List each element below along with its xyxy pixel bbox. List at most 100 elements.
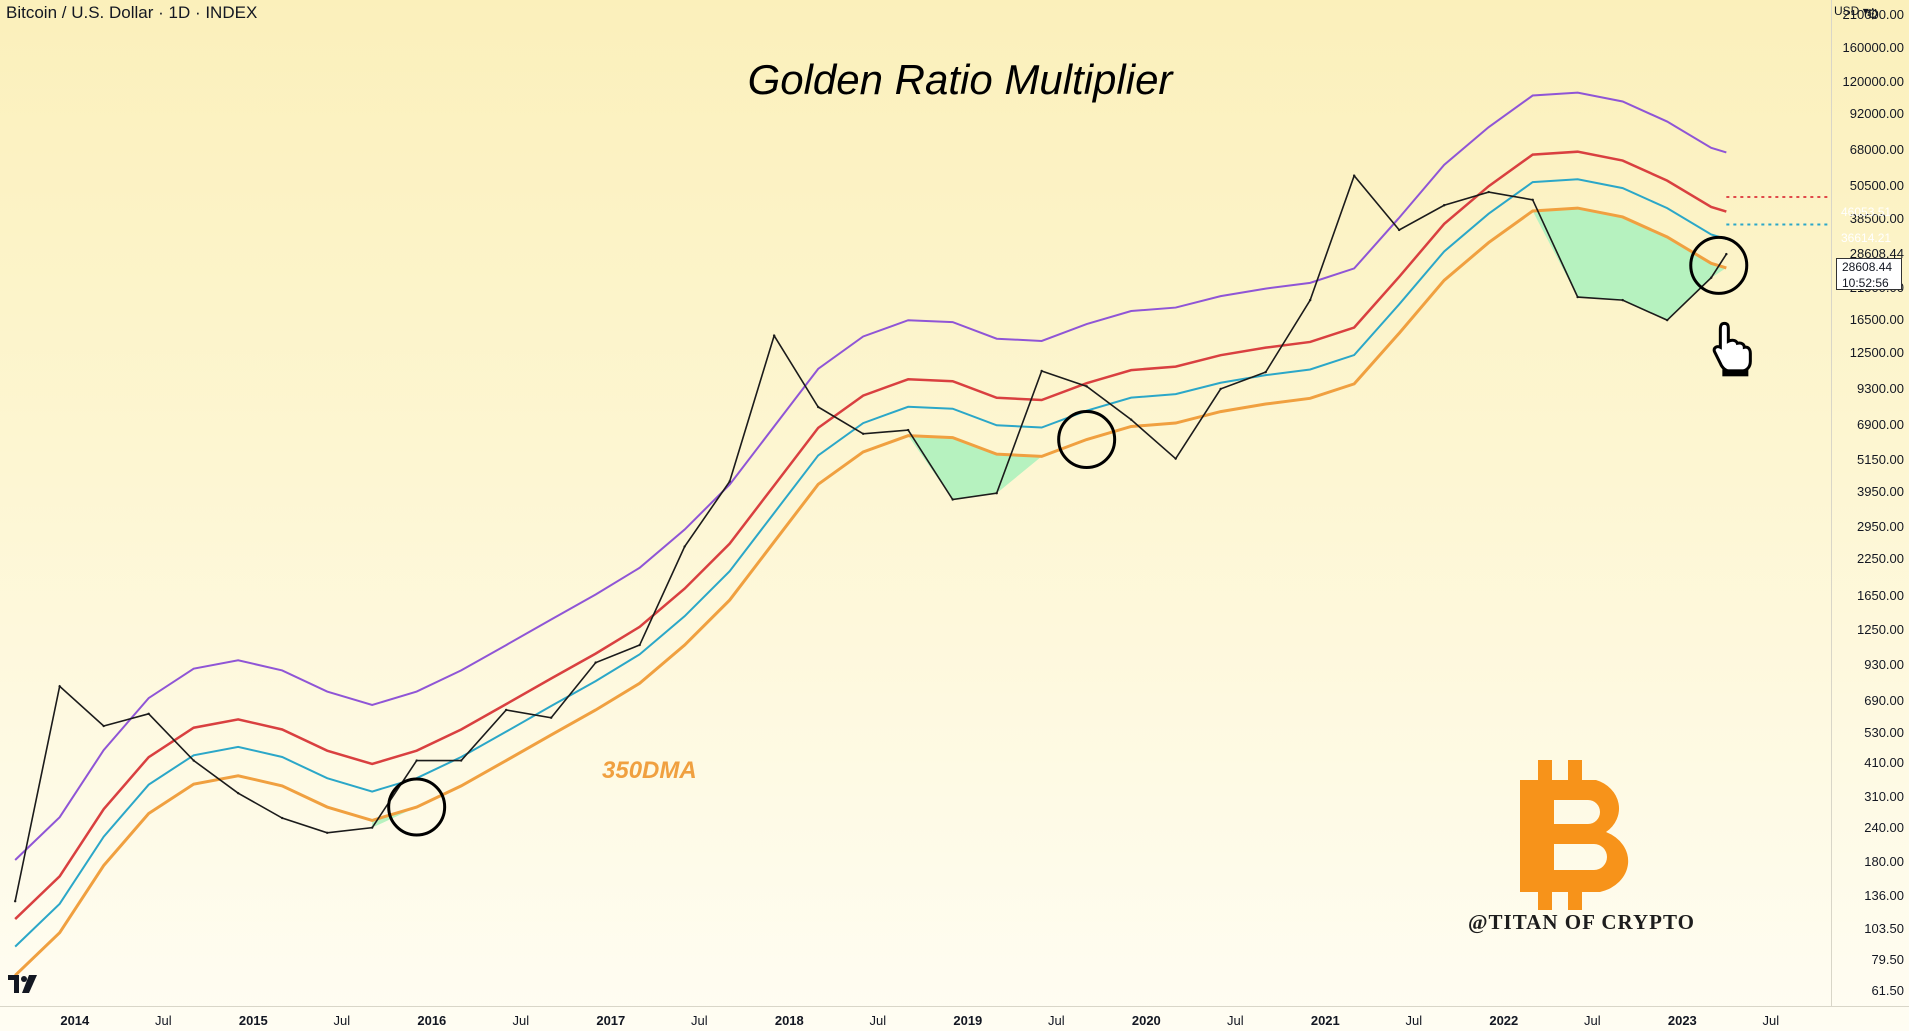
time-tick: Jul	[155, 1013, 172, 1028]
price-point	[728, 480, 731, 483]
price-tick: 92000.00	[1849, 106, 1904, 121]
price-tick: 1650.00	[1857, 588, 1904, 604]
time-tick: Jul	[512, 1013, 530, 1028]
price-point	[1576, 295, 1579, 299]
price-point	[370, 826, 374, 829]
time-tick: Jul	[691, 1013, 708, 1028]
time-tick: 2018	[774, 1013, 804, 1028]
time-tick: Jul	[1584, 1013, 1601, 1028]
price-tick: 180.00	[1864, 854, 1904, 870]
price-point	[13, 900, 17, 903]
price-plot[interactable]	[0, 0, 1831, 1006]
price-point	[504, 708, 508, 712]
price-point	[280, 816, 284, 820]
price-tick: 12500.00	[1849, 345, 1904, 361]
bar-countdown: 10:52:56	[1842, 276, 1889, 290]
price-point	[1487, 190, 1490, 194]
price-tick: 103.50	[1864, 920, 1904, 936]
price-point	[147, 712, 150, 716]
price-point	[1709, 276, 1713, 279]
price-tick: 136.00	[1864, 887, 1904, 903]
time-tick: 2016	[417, 1013, 447, 1028]
price-point	[459, 759, 463, 762]
reclaim-circle-2	[1057, 410, 1117, 470]
price-tick: 160000.00	[1842, 39, 1904, 55]
price-tick: 310.00	[1864, 788, 1904, 804]
price-point	[1665, 318, 1669, 322]
price-point	[1442, 204, 1446, 207]
time-tick: 2017	[596, 1013, 626, 1028]
settings-gear-icon[interactable]: ⚙	[1866, 6, 1880, 23]
price-tick: 6900.00	[1857, 416, 1904, 432]
price-point	[1531, 198, 1534, 201]
time-tick: 2020	[1131, 1013, 1161, 1028]
price-tick: 16500.00	[1849, 312, 1904, 328]
reclaim-circle-3	[1689, 235, 1749, 295]
price-point	[415, 759, 418, 762]
price-tick: 3950.00	[1857, 483, 1904, 499]
dma350-label: 350DMA	[602, 757, 697, 784]
price-point	[1308, 298, 1312, 302]
blue-band-line	[14, 178, 1727, 948]
time-tick: 2014	[60, 1013, 90, 1028]
price-tick: 68000.00	[1849, 142, 1904, 158]
time-tick: Jul	[1227, 1013, 1244, 1028]
red-band-line	[14, 150, 1727, 920]
price-point	[1397, 228, 1401, 232]
price-tick: 61.50	[1871, 983, 1904, 998]
author-watermark: @TITAN OF CRYPTO	[1468, 910, 1695, 934]
time-tick: 2015	[238, 1013, 268, 1028]
price-point	[683, 545, 686, 548]
price-point	[951, 498, 954, 501]
price-point	[1264, 370, 1267, 374]
price-axis[interactable]: USD ▾ 210000.00 160000.00 120000.00 92000.0…	[1831, 0, 1909, 1006]
price-point	[325, 831, 329, 834]
below-350dma-fill-2	[863, 435, 1087, 500]
time-tick: 2021	[1310, 1013, 1340, 1028]
price-tick: 690.00	[1864, 692, 1904, 708]
time-tick: Jul	[333, 1013, 351, 1028]
price-tick: 50500.00	[1849, 177, 1904, 193]
price-point	[995, 491, 998, 495]
symbol-header[interactable]: Bitcoin / U.S. Dollar · 1D · INDEX	[6, 3, 258, 22]
price-point	[906, 428, 910, 432]
bitcoin-logo-icon	[1520, 760, 1629, 910]
currency-selector[interactable]: USD ▾	[1834, 4, 1869, 18]
time-axis[interactable]: 2014 Jul 2015 Jul 2016 Jul 2017 Jul 2018 Jul 2019 J…	[0, 1006, 1909, 1032]
chevron-down-icon: ▾	[1862, 4, 1869, 18]
pointing-hand-icon	[1712, 321, 1752, 377]
price-point	[1352, 174, 1356, 177]
price-point	[1174, 457, 1177, 460]
price-point	[816, 405, 820, 409]
price-point	[1621, 298, 1624, 302]
chart-title: Golden Ratio Multiplier	[747, 56, 1173, 103]
blue-band-price-tag: 36614.21	[1841, 231, 1892, 245]
price-tick: 2250.00	[1857, 551, 1904, 567]
price-point	[1219, 387, 1222, 391]
price-point	[1040, 369, 1043, 373]
below-350dma-fill-3	[1532, 208, 1727, 321]
price-line	[14, 174, 1728, 902]
price-point	[1129, 418, 1133, 421]
tradingview-logo-icon[interactable]	[8, 975, 38, 993]
below-350dma-fill-1	[372, 709, 596, 828]
last-price-tag: 28608.44 10:52:56	[1836, 258, 1902, 290]
time-tick: 2019	[953, 1013, 983, 1028]
time-tick: Jul	[869, 1013, 887, 1028]
reclaim-circle-1	[387, 777, 447, 837]
price-tick: 28608.44	[1849, 246, 1904, 262]
time-tick: Jul	[1405, 1013, 1423, 1028]
dma350-line	[14, 206, 1727, 977]
price-point	[1725, 252, 1728, 256]
price-tick: 9300.00	[1857, 380, 1904, 396]
time-tick: Jul	[1762, 1013, 1780, 1028]
time-tick: 2023	[1667, 1013, 1697, 1028]
price-point	[638, 643, 641, 647]
price-point	[58, 685, 61, 688]
currency-label: USD	[1834, 4, 1860, 18]
purple-band-line	[14, 91, 1727, 861]
price-point	[861, 432, 865, 435]
price-tick: 2950.00	[1857, 518, 1904, 534]
price-tick: 79.50	[1871, 952, 1904, 968]
